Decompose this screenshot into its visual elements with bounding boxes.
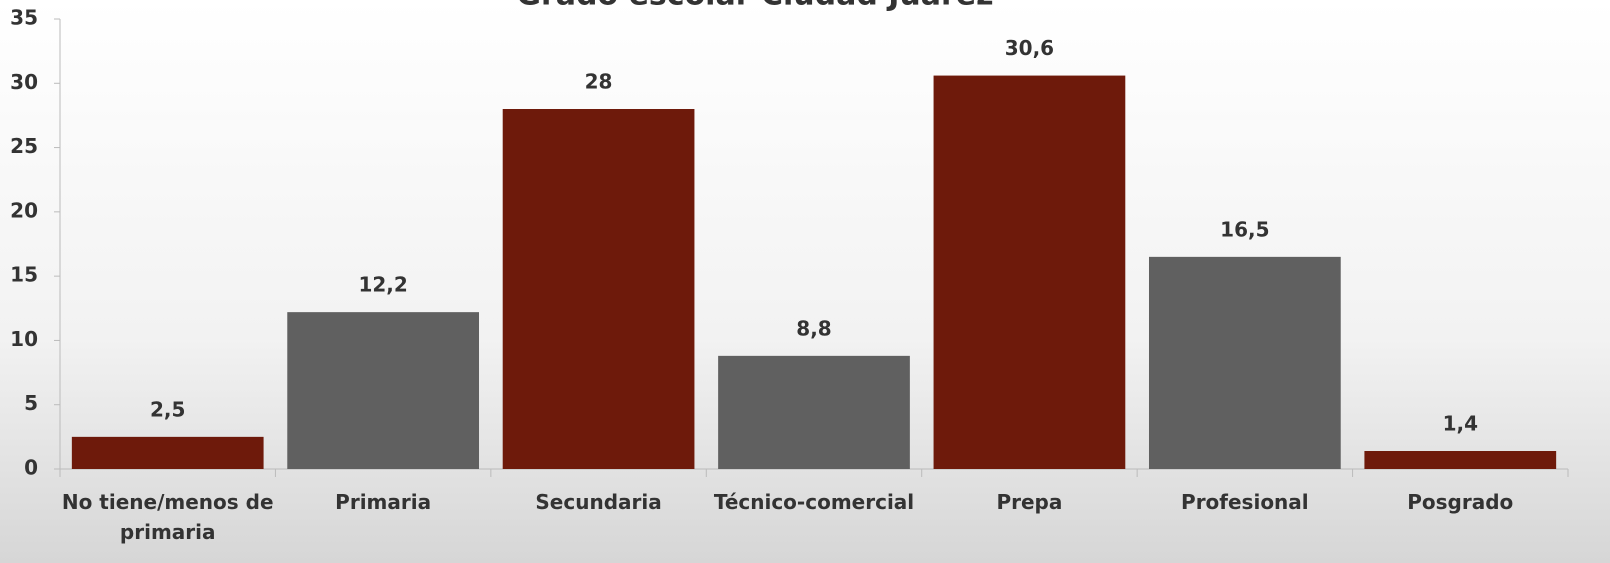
data-label: 8,8 bbox=[796, 316, 831, 340]
data-label: 28 bbox=[585, 70, 613, 94]
data-label: 16,5 bbox=[1220, 217, 1269, 241]
x-tick-label: Profesional bbox=[1181, 490, 1309, 514]
data-label: 2,5 bbox=[150, 397, 185, 421]
x-tick-label: Prepa bbox=[996, 490, 1063, 514]
bar bbox=[1364, 451, 1557, 469]
chart-title: Grado escolar Ciudad Juárez bbox=[516, 0, 993, 13]
bar bbox=[71, 436, 264, 469]
bar bbox=[502, 109, 695, 469]
bar bbox=[1148, 256, 1341, 469]
x-tick-label: Secundaria bbox=[535, 490, 662, 514]
data-label: 12,2 bbox=[358, 273, 407, 297]
y-tick-label: 20 bbox=[10, 198, 38, 222]
x-tick-label: Primaria bbox=[335, 490, 432, 514]
bar bbox=[287, 312, 480, 469]
y-tick-label: 5 bbox=[24, 391, 38, 415]
bar bbox=[718, 355, 910, 469]
y-tick-label: 25 bbox=[10, 134, 38, 158]
bar bbox=[933, 75, 1126, 470]
y-tick-label: 10 bbox=[10, 327, 38, 351]
y-tick-label: 15 bbox=[10, 263, 38, 287]
x-tick-label: Técnico-comercial bbox=[713, 490, 915, 514]
y-tick-label: 30 bbox=[10, 70, 38, 94]
x-tick-label: No tiene/menos de primaria bbox=[61, 490, 274, 544]
y-tick-label: 35 bbox=[10, 6, 38, 30]
data-label: 1,4 bbox=[1443, 412, 1478, 436]
data-label: 30,6 bbox=[1005, 36, 1054, 60]
y-tick-label: 0 bbox=[24, 456, 38, 480]
x-tick-label: Posgrado bbox=[1407, 490, 1514, 514]
